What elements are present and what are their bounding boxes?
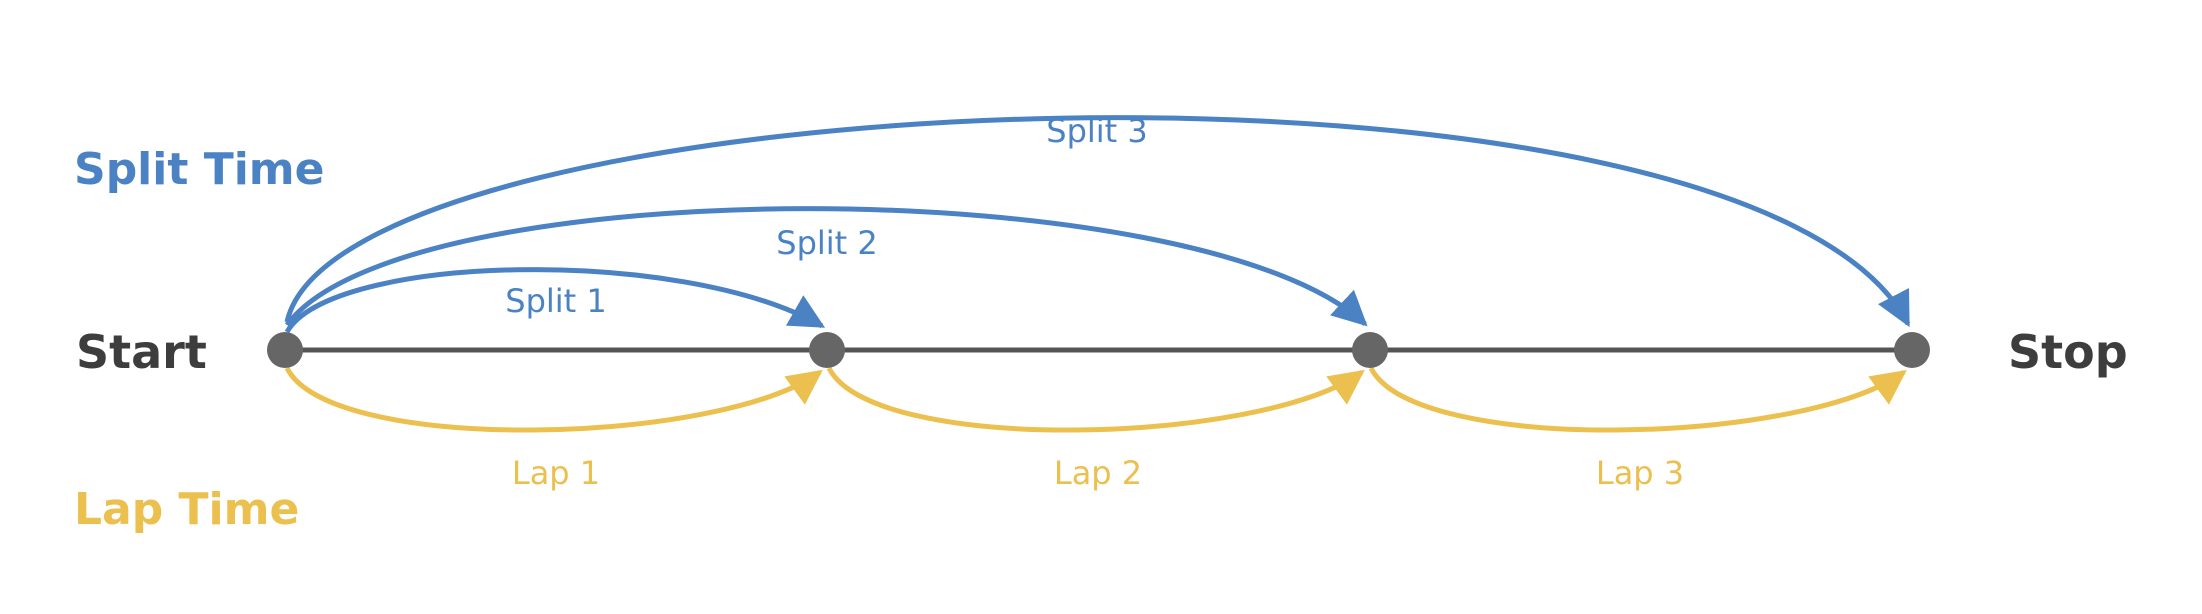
split-2-arc [284,206,1368,327]
start-label: Start [76,325,207,379]
lap-1-label: Lap 1 [512,454,600,492]
lap-2-label: Lap 2 [1054,454,1142,492]
node-1 [809,332,845,368]
lap-1-arc [284,366,823,433]
stop-label: Stop [2008,325,2128,379]
split-2-label: Split 2 [776,224,877,262]
stop-node [1894,332,1930,368]
split-1-label: Split 1 [505,282,606,320]
split-3-arc [284,115,1911,328]
start-node [267,332,303,368]
node-2 [1352,332,1388,368]
lap-time-title: Lap Time [74,484,299,535]
split-1-arc [284,267,826,334]
split-3-label: Split 3 [1046,112,1147,150]
lap-3-arc [1368,366,1907,433]
lap-2-arc [826,366,1365,433]
lap-3-label: Lap 3 [1596,454,1684,492]
split-time-title: Split Time [74,144,325,195]
